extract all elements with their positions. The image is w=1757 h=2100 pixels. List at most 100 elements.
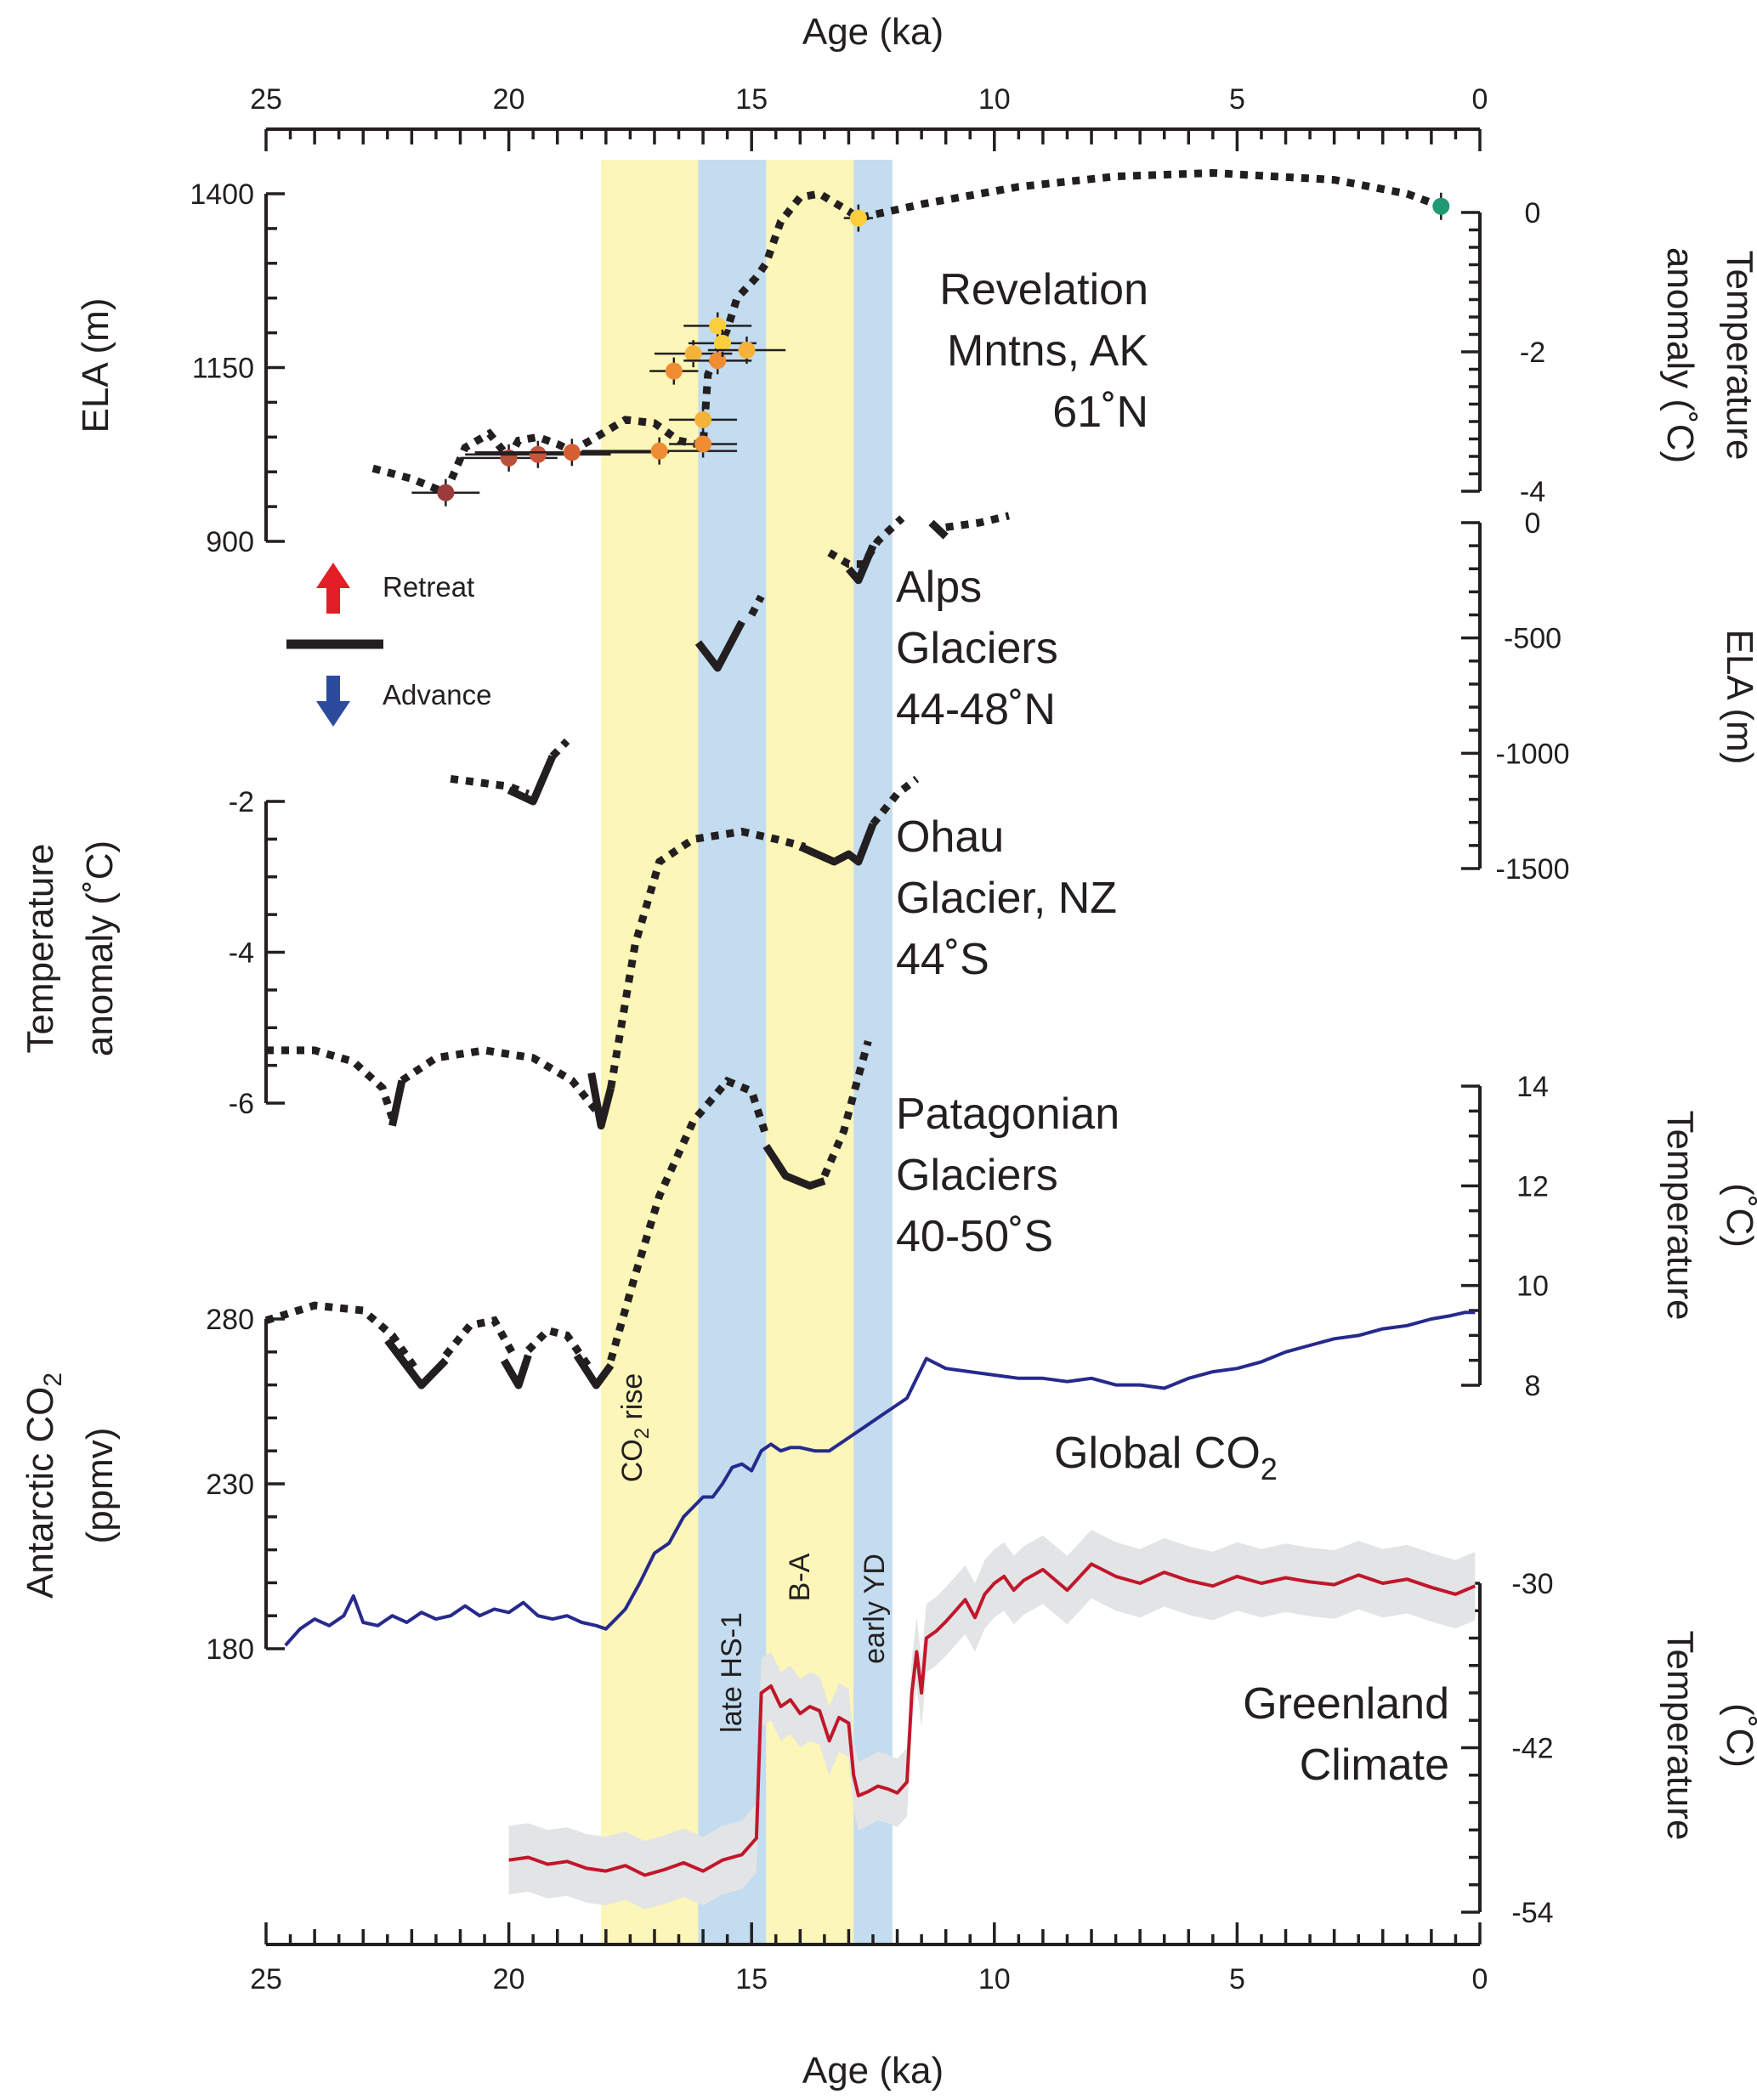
revelation-left-axis: 1400 1150 900 [190,178,285,558]
x-tick-label: 0 [1472,83,1488,116]
y-axes: 140011509000-2-40-500-1000-1500-2-4-6141… [190,178,1569,1929]
ela-data-point [709,352,727,370]
ohau-left-tick-label: -2 [229,786,254,818]
advance-label: Advance [383,679,491,710]
patagonia-trace-segment-2 [442,1316,518,1358]
ohau-left-axis-title-line2: anomaly (˚C) [79,841,121,1056]
co2-left-axis-title-line1: Antarctic CO2 [20,1373,67,1599]
patagonia-trace-segment-0 [264,1301,420,1373]
revelation-right-axis-title-line2: anomaly (˚C) [1659,247,1701,463]
ela-data-point [713,334,731,352]
greenland-right-axis-title-line2: (˚C) [1719,1703,1757,1768]
greenland-right-axis-title-line1: Temperature [1659,1630,1701,1840]
greenland-right-tick-label: -54 [1511,1897,1553,1929]
retreat-advance-legend: Retreat Advance [286,563,491,727]
revelation-data-points [411,192,1450,507]
patagonia-right-axis-title-line2: (˚C) [1719,1183,1757,1248]
top-x-axis-ticks: 25 20 15 10 5 0 [250,83,1488,151]
alps-label-line1: Alps [896,563,982,612]
patagonia-label-line3: 40-50˚S [896,1212,1053,1261]
greenland-right-axis: -30 -42 -54 [1461,1568,1554,1929]
alps-right-tick-label: -1500 [1496,853,1570,886]
alps-right-axis: 0 -500 -1000 -1500 [1461,507,1569,886]
band-b-a [766,160,854,1944]
ohau-trace-segment-7 [450,774,530,798]
co2-left-tick-label: 180 [206,1633,254,1666]
ohau-trace-segment-4 [607,827,807,1090]
ohau-left-axis: -2 -4 -6 [229,786,285,1120]
ohau-left-axis-title-line1: Temperature [20,843,61,1053]
band-late-hs-1 [698,160,767,1944]
ela-data-point [849,209,867,227]
band-label-co2-main: CO [616,1439,649,1482]
revelation-label-line3: 61˚N [1052,388,1148,437]
x-tick-label: 20 [493,83,525,116]
band-label-late-hs1: late HS-1 [716,1612,748,1733]
ela-data-point [694,410,712,428]
revelation-label-line2: Mntns, AK [947,326,1148,376]
x-tick-label: 10 [978,83,1011,116]
x-tick-label: 5 [1229,83,1245,116]
patagonia-trace-segment-1 [384,1338,449,1390]
alps-trace-segment-3 [845,544,877,585]
x-tick-label: 15 [735,83,768,116]
band-label-co2-sub: 2 [631,1428,654,1439]
bottom-x-axis-title: Age (ka) [802,2050,944,2092]
patagonia-right-tick-label: 8 [1525,1370,1541,1402]
band-labels: CO2 rise late HS-1 B-A early YD [616,1373,891,1733]
ohau-label-line1: Ohau [896,812,1004,862]
patagonia-trace-segment-3 [501,1354,532,1390]
revelation-right-tick-label: -4 [1520,476,1545,508]
top-x-axis: 25 20 15 10 5 0 Age (ka) [250,11,1488,151]
revelation-right-tick-label: -2 [1520,337,1545,369]
co2-left-axis: 280 230 180 [206,1304,285,1666]
ohau-trace-segment-5 [798,822,877,866]
greenland-label-line2: Climate [1300,1741,1449,1790]
revelation-left-axis-title: ELA (m) [75,298,116,433]
alps-right-tick-label: -1000 [1496,738,1570,770]
patagonia-label-line2: Glaciers [896,1151,1058,1200]
x-tick-label: 20 [493,1963,525,1995]
ohau-label-line3: 44˚S [896,935,989,984]
revelation-left-tick-label: 1150 [192,353,254,385]
retreat-arrow-icon [316,563,350,614]
band-label-early-yd: early YD [859,1554,891,1664]
x-tick-label: 25 [250,1963,282,1995]
alps-trace-segment-1 [928,519,949,540]
ela-data-point [684,345,702,363]
x-tick-label: 25 [250,83,282,116]
revelation-left-tick-label: 1400 [190,178,254,211]
revelation-right-axis-title-line1: Temperature [1719,250,1757,460]
x-tick-label: 0 [1472,1963,1488,1995]
ela-data-point [437,484,455,501]
co2-left-tick-label: 230 [206,1469,254,1501]
x-tick-label: 15 [735,1963,768,1995]
co2-left-axis-title-line2: (ppmv) [79,1428,121,1544]
patagonia-trace-segment-4 [525,1326,595,1373]
co2-line [284,1310,1476,1647]
patagonia-right-axis-title-line1: Temperature [1659,1110,1701,1320]
alps-right-tick-label: -500 [1504,623,1561,655]
advance-arrow-icon [316,676,350,727]
alps-label-line3: 44-48˚N [896,685,1056,734]
ela-data-point [665,362,683,380]
alps-label-line2: Glaciers [896,624,1058,673]
co2-panel-label-main: Global CO [1054,1429,1261,1478]
climate-period-bands [601,160,893,1944]
ohau-trace-segment-8 [507,755,557,806]
greenland-uncertainty-band [508,1530,1476,1910]
patagonia-right-tick-label: 10 [1516,1271,1549,1303]
ela-data-point [1432,197,1450,215]
revelation-right-axis: 0 -2 -4 [1461,197,1545,508]
ohau-label-line2: Glacier, NZ [896,874,1117,923]
co2-panel-label: Global CO2 [1054,1429,1278,1486]
co2-left-axis-title-sub: 2 [39,1373,67,1387]
ela-data-point [529,445,547,463]
ohau-trace-segment-2 [400,1046,599,1113]
patagonia-trace-segment-7 [762,1143,826,1190]
ohau-left-tick-label: -4 [229,937,254,970]
bottom-x-axis: 25 20 15 10 5 0 Age (ka) [250,1922,1488,2092]
revelation-dashed-trace [371,168,1442,498]
patagonia-right-tick-label: 12 [1516,1170,1549,1203]
